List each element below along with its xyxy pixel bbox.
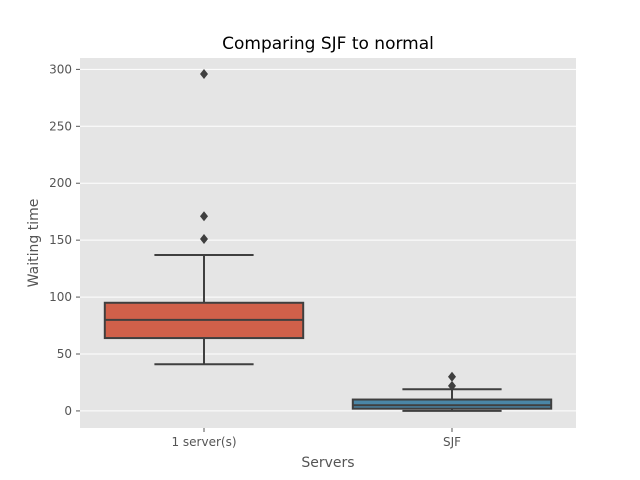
y-tick-label: 150 xyxy=(49,233,72,247)
box-group xyxy=(103,68,305,366)
iqr-box xyxy=(351,398,553,410)
y-tick-label: 200 xyxy=(49,176,72,190)
plot-area xyxy=(80,58,576,428)
axis-ticks: 0 50 100 150 200 250 300 1 server(s) SJF xyxy=(49,62,461,449)
x-tick-label: SJF xyxy=(443,435,461,449)
box-group xyxy=(351,371,553,412)
x-tick-label: 1 server(s) xyxy=(171,435,236,449)
x-axis-label: Servers xyxy=(301,455,354,471)
boxes-layer xyxy=(103,68,553,412)
y-tick-label: 250 xyxy=(49,119,72,133)
outlier-point xyxy=(200,68,208,79)
outlier-point xyxy=(448,371,456,382)
y-axis-label: Waiting time xyxy=(26,199,42,288)
y-tick-label: 50 xyxy=(57,347,72,361)
outlier-point xyxy=(200,211,208,222)
outlier-point xyxy=(448,380,456,391)
outlier-point xyxy=(200,234,208,245)
y-tick-label: 100 xyxy=(49,290,72,304)
grid-lines xyxy=(80,68,576,412)
chart-title: Comparing SJF to normal xyxy=(222,34,434,54)
y-tick-label: 0 xyxy=(64,404,72,418)
y-tick-label: 300 xyxy=(49,62,72,76)
